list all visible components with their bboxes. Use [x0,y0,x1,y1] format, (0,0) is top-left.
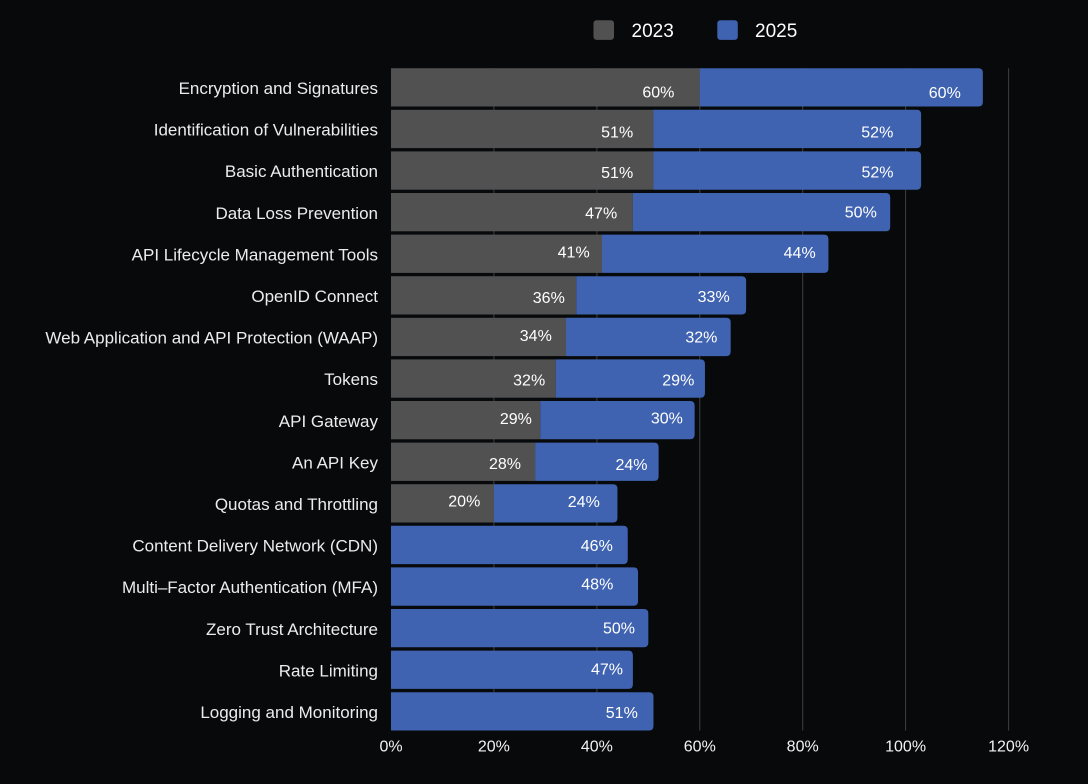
svg-text:47%: 47% [585,206,617,223]
svg-text:API Lifecycle Management Tools: API Lifecycle Management Tools [132,245,378,264]
svg-text:2025: 2025 [755,21,797,42]
svg-text:32%: 32% [685,330,717,347]
svg-text:24%: 24% [615,457,647,474]
svg-text:Web Application and API Protec: Web Application and API Protection (WAAP… [45,329,378,348]
svg-text:52%: 52% [861,125,893,142]
svg-text:60%: 60% [929,85,961,102]
svg-text:60%: 60% [642,85,674,102]
svg-text:46%: 46% [581,538,613,555]
svg-text:50%: 50% [845,205,877,222]
svg-text:Rate Limiting: Rate Limiting [279,661,378,680]
svg-text:24%: 24% [568,494,600,511]
svg-text:An API Key: An API Key [292,453,378,472]
svg-text:29%: 29% [662,373,694,390]
svg-text:Data Loss Prevention: Data Loss Prevention [215,204,378,223]
svg-text:80%: 80% [787,739,819,756]
svg-text:20%: 20% [448,494,480,511]
svg-text:41%: 41% [558,245,590,262]
svg-text:20%: 20% [478,739,510,756]
svg-text:29%: 29% [500,411,532,428]
svg-text:48%: 48% [581,576,613,593]
svg-text:33%: 33% [698,289,730,306]
svg-text:Logging and Monitoring: Logging and Monitoring [200,703,378,722]
svg-text:32%: 32% [513,372,545,389]
svg-text:Zero Trust Architecture: Zero Trust Architecture [206,620,378,639]
svg-text:51%: 51% [601,125,633,142]
svg-text:50%: 50% [603,621,635,638]
svg-text:0%: 0% [379,739,402,756]
svg-text:API Gateway: API Gateway [279,412,379,431]
svg-text:51%: 51% [606,705,638,722]
svg-text:Encryption and Signatures: Encryption and Signatures [179,79,378,98]
svg-text:Quotas and Throttling: Quotas and Throttling [215,495,378,514]
svg-text:36%: 36% [533,290,565,307]
svg-text:Basic Authentication: Basic Authentication [225,162,378,181]
svg-text:34%: 34% [520,328,552,345]
svg-text:100%: 100% [885,739,926,756]
svg-text:40%: 40% [581,739,613,756]
svg-text:Tokens: Tokens [324,370,378,389]
svg-text:120%: 120% [988,739,1029,756]
svg-text:52%: 52% [861,165,893,182]
svg-text:2023: 2023 [632,21,674,42]
svg-text:51%: 51% [601,165,633,182]
svg-text:44%: 44% [784,245,816,262]
svg-text:OpenID Connect: OpenID Connect [251,287,378,306]
svg-text:Multi–Factor Authentication (M: Multi–Factor Authentication (MFA) [122,578,378,597]
svg-text:Content Delivery Network (CDN): Content Delivery Network (CDN) [132,537,378,556]
svg-text:30%: 30% [651,411,683,428]
svg-text:28%: 28% [489,456,521,473]
svg-text:47%: 47% [591,662,623,679]
svg-text:Identification of Vulnerabilit: Identification of Vulnerabilities [154,121,378,140]
svg-text:60%: 60% [684,739,716,756]
